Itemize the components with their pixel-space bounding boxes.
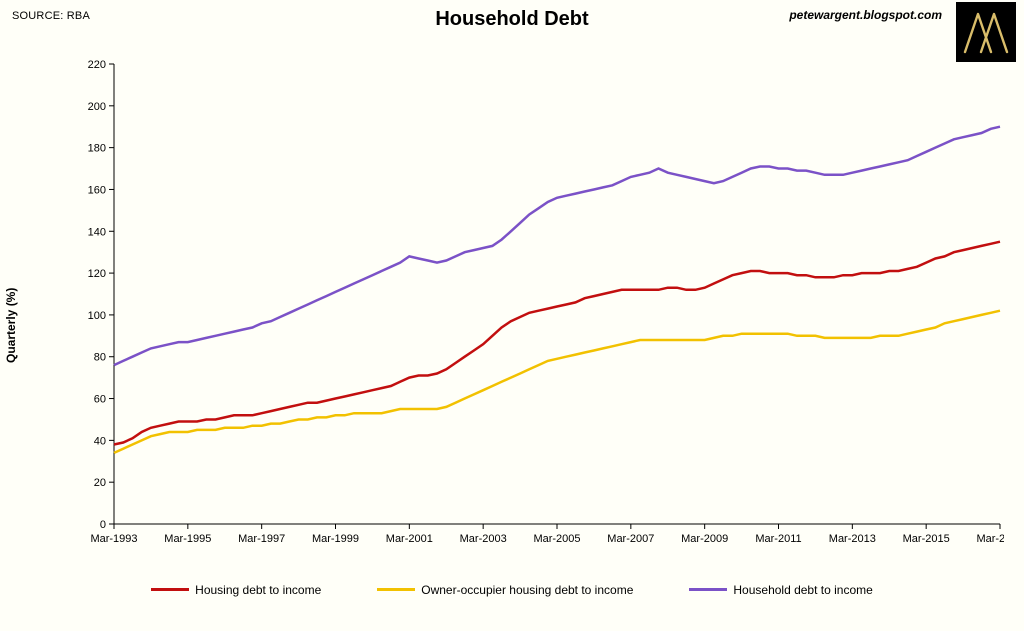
series-household_debt_to_income: [114, 127, 1000, 365]
svg-text:120: 120: [88, 268, 106, 280]
svg-text:Mar-2003: Mar-2003: [460, 533, 507, 545]
legend-swatch: [151, 588, 189, 591]
svg-text:220: 220: [88, 60, 106, 71]
svg-text:Mar-2005: Mar-2005: [533, 533, 580, 545]
svg-text:Mar-2017: Mar-2017: [976, 533, 1004, 545]
svg-text:140: 140: [88, 226, 106, 238]
svg-text:60: 60: [94, 394, 106, 406]
legend-item-housing_debt_to_income: Housing debt to income: [151, 583, 321, 597]
legend-item-owner_occupier_housing_debt_to_income: Owner-occupier housing debt to income: [377, 583, 633, 597]
svg-text:0: 0: [100, 519, 106, 531]
svg-text:80: 80: [94, 352, 106, 364]
svg-text:Mar-2007: Mar-2007: [607, 533, 654, 545]
svg-text:180: 180: [88, 143, 106, 155]
svg-text:20: 20: [94, 477, 106, 489]
attribution-text: petewargent.blogspot.com: [789, 8, 942, 22]
svg-text:Mar-2015: Mar-2015: [903, 533, 950, 545]
svg-text:Mar-2001: Mar-2001: [386, 533, 433, 545]
line-chart: 0 20 40 60 80 100 120 140 160 180 200 220 Mar-1993 Ma…: [80, 60, 1004, 550]
svg-text:Mar-2013: Mar-2013: [829, 533, 876, 545]
legend-label: Household debt to income: [733, 583, 872, 597]
svg-text:160: 160: [88, 184, 106, 196]
legend-item-household_debt_to_income: Household debt to income: [689, 583, 872, 597]
brand-logo: [956, 2, 1016, 62]
svg-text:Mar-1993: Mar-1993: [90, 533, 137, 545]
svg-text:200: 200: [88, 101, 106, 113]
svg-text:Mar-1997: Mar-1997: [238, 533, 285, 545]
svg-text:Mar-1995: Mar-1995: [164, 533, 211, 545]
legend-swatch: [689, 588, 727, 591]
legend-label: Owner-occupier housing debt to income: [421, 583, 633, 597]
legend-label: Housing debt to income: [195, 583, 321, 597]
legend-swatch: [377, 588, 415, 591]
chart-legend: Housing debt to income Owner-occupier hou…: [0, 580, 1024, 597]
svg-text:Mar-1999: Mar-1999: [312, 533, 359, 545]
series-housing_debt_to_income: [114, 242, 1000, 445]
y-axis-label: Quarterly (%): [4, 288, 18, 363]
svg-text:40: 40: [94, 435, 106, 447]
series-owner_occupier_housing_debt_to_income: [114, 311, 1000, 453]
chart-canvas: SOURCE: RBA Household Debt petewargent.b…: [0, 0, 1024, 631]
svg-text:Mar-2011: Mar-2011: [755, 533, 801, 545]
svg-text:100: 100: [88, 310, 106, 322]
svg-text:Mar-2009: Mar-2009: [681, 533, 728, 545]
